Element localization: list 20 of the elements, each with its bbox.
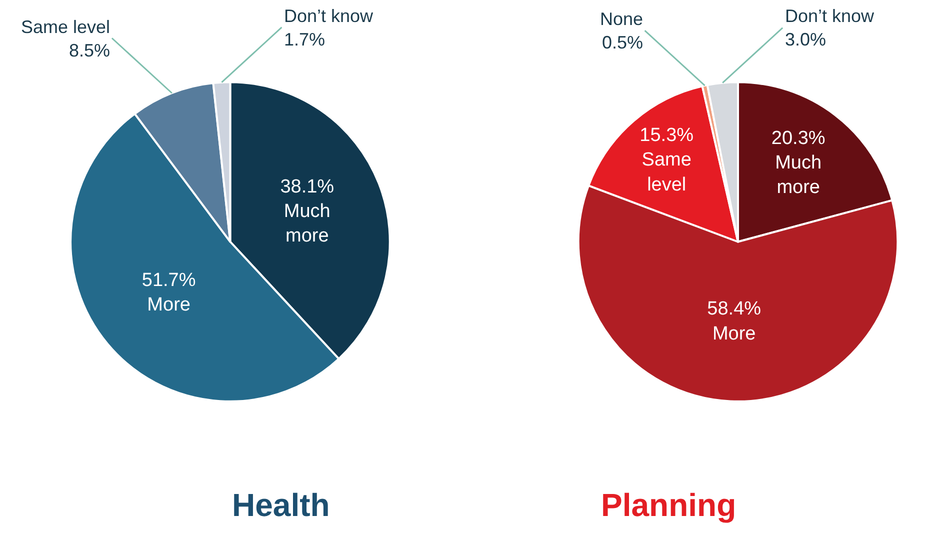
data-label: 1.7% <box>284 29 326 50</box>
slice-label: Same level <box>642 150 692 196</box>
text: Planning <box>601 487 736 523</box>
data-label: 8.5% <box>69 40 110 60</box>
slice-label: Don’t know <box>785 6 876 26</box>
data-label: 20.3% <box>771 128 826 149</box>
text: Health <box>232 487 330 523</box>
slice-label: More <box>147 294 190 316</box>
data-label: 38.1% <box>280 176 334 198</box>
slice-label: Much more <box>284 201 330 247</box>
slice-label: Don’t know <box>284 6 374 26</box>
slice-label: Same level <box>21 17 110 37</box>
slice-label: None <box>600 9 644 29</box>
data-label: 3.0% <box>785 29 826 50</box>
data-label: 58.4% <box>707 298 762 320</box>
slice-label: More <box>712 323 756 344</box>
data-label: 0.5% <box>602 32 644 52</box>
data-label: 51.7% <box>142 270 196 291</box>
data-label: 15.3% <box>640 124 694 146</box>
slice-label: Much more <box>775 152 822 198</box>
